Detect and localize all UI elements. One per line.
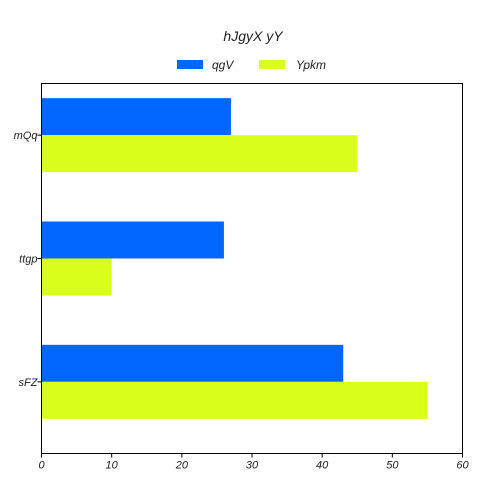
x-tick-label: 40 [316,460,329,472]
legend-swatch-qgV [177,60,203,69]
x-tick-label: 0 [38,460,45,472]
bar-qgV-sFZ [41,344,344,382]
y-tick-label: sFZ [19,377,39,389]
x-tick-label: 50 [386,460,399,472]
chart-title: hJgyX yY [223,28,284,44]
bars [41,98,428,419]
x-tick-label: 60 [456,460,469,472]
x-tick-label: 30 [246,460,259,472]
x-tick-label: 10 [106,460,119,472]
x-axis: 0 10 20 30 40 50 60 [38,453,469,472]
legend-swatch-Ypkm [259,60,285,69]
legend-label-Ypkm: Ypkm [296,58,326,72]
bar-Ypkm-sFZ [41,381,428,419]
legend: qgV Ypkm [177,58,326,72]
bar-Ypkm-ttgp [41,258,112,296]
legend-label-qgV: qgV [212,58,234,72]
y-axis: mQq ttgp sFZ [14,130,42,389]
bar-Ypkm-mQq [41,135,358,173]
bar-qgV-mQq [41,98,231,136]
y-tick-label: ttgp [19,254,37,266]
x-tick-label: 20 [175,460,189,472]
y-tick-label: mQq [14,130,39,142]
bar-qgV-ttgp [41,221,224,259]
